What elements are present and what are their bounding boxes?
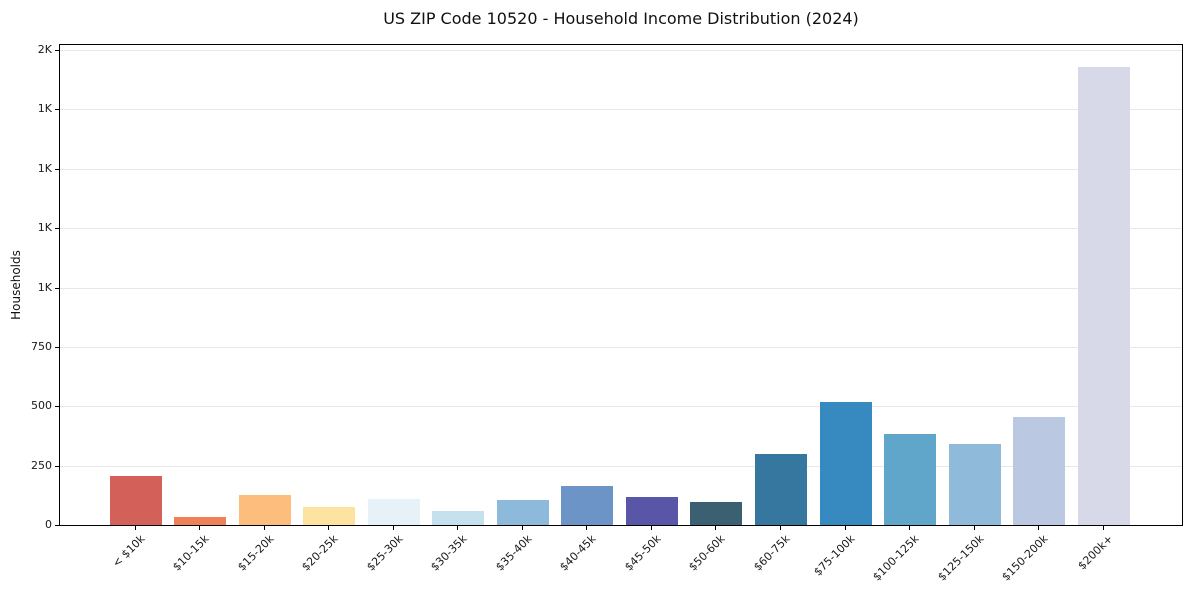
x-tick-mark [1038, 526, 1040, 530]
y-tick-mark [55, 465, 59, 467]
x-tick-label: $150-200k [999, 532, 1051, 584]
x-tick-mark [392, 526, 394, 530]
bar [109, 476, 162, 525]
grid-line [60, 168, 1182, 170]
x-tick-mark [586, 526, 588, 530]
y-tick-mark [55, 168, 59, 170]
y-tick-label: 750 [31, 339, 52, 353]
y-tick-label: 0 [45, 518, 52, 531]
x-tick-mark [780, 526, 781, 530]
y-tick-label: 1K [37, 161, 52, 175]
x-tick-label: $125-150k [934, 532, 987, 584]
grid-line [60, 287, 1182, 289]
y-tick-label: 1K [37, 280, 52, 294]
x-tick-mark [521, 526, 523, 530]
bar [174, 516, 227, 525]
x-tick-mark [134, 526, 136, 530]
grid-line [60, 465, 1182, 467]
x-tick-label: $15-20k [234, 532, 277, 574]
x-tick-label: $75-100k [810, 532, 858, 579]
bar [303, 507, 356, 525]
grid-line [60, 346, 1182, 348]
grid-line [60, 228, 1182, 230]
bar [884, 434, 937, 525]
bar [496, 500, 549, 525]
x-tick-label: $10-15k [170, 532, 212, 574]
x-tick-mark [328, 526, 330, 530]
x-tick-mark [844, 526, 846, 530]
y-tick-mark [55, 109, 59, 111]
bar [367, 498, 420, 525]
x-tick-label: $45-50k [622, 532, 664, 574]
x-tick-mark [1102, 526, 1104, 530]
chart-title: US ZIP Code 10520 - Household Income Dis… [383, 9, 859, 28]
x-tick-label: $100-125k [870, 532, 922, 584]
grid-line [60, 109, 1182, 111]
y-tick-label: 250 [31, 458, 52, 472]
bar [1077, 66, 1130, 525]
x-tick-label: $200k+ [1075, 532, 1116, 573]
bar [819, 402, 872, 525]
x-tick-mark [650, 526, 652, 530]
x-tick-mark [457, 526, 459, 530]
bar [432, 511, 485, 525]
x-tick-label: $35-40k [493, 532, 535, 574]
y-tick-mark [55, 406, 59, 408]
x-tick-label: $30-35k [428, 532, 470, 574]
x-tick-mark [909, 526, 911, 530]
plot-area [59, 44, 1183, 526]
x-tick-mark [263, 526, 265, 530]
y-tick-mark [55, 287, 59, 289]
x-tick-label: < $10k [109, 532, 147, 570]
bar [690, 501, 743, 525]
x-tick-mark [715, 526, 717, 530]
y-tick-label: 1K [37, 221, 52, 235]
y-tick-mark [55, 50, 59, 52]
y-tick-label: 2K [37, 43, 52, 57]
x-tick-mark [973, 526, 975, 530]
x-tick-label: $50-60k [686, 532, 728, 574]
grid-line [60, 50, 1182, 52]
bar [561, 486, 614, 525]
y-tick-label: 1K [37, 102, 52, 116]
x-tick-label: $40-45k [557, 532, 599, 574]
x-tick-label: $25-30k [363, 532, 406, 574]
bar [1013, 417, 1066, 525]
y-tick-label: 500 [31, 399, 52, 413]
bar [755, 453, 807, 525]
bar [238, 494, 291, 525]
x-tick-label: $60-75k [751, 532, 793, 574]
grid-line [60, 406, 1182, 408]
bar [948, 443, 1001, 525]
y-tick-mark [55, 346, 59, 348]
y-tick-mark [55, 525, 59, 526]
bar [625, 497, 678, 525]
x-tick-mark [199, 526, 201, 530]
x-tick-label: $20-25k [299, 532, 341, 574]
y-tick-mark [55, 228, 59, 230]
